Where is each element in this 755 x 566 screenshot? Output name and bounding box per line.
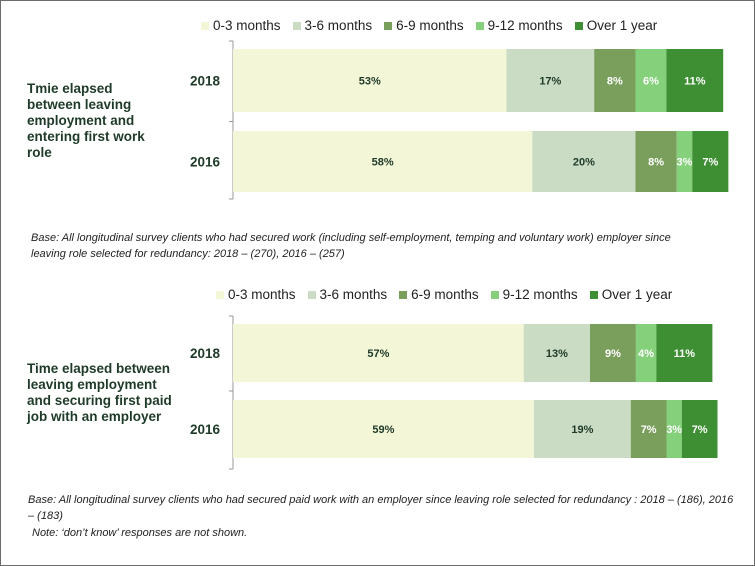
bar-0-3-months-2018 bbox=[233, 49, 507, 112]
data-label-6-9-months-2016: 7% bbox=[641, 424, 657, 436]
data-label-0-3-months-2018: 53% bbox=[359, 76, 381, 88]
bar-3-6-months-2016 bbox=[532, 131, 636, 192]
data-label-9-12-months-2018: 6% bbox=[643, 76, 659, 88]
data-label-over-1-year-2016: 7% bbox=[702, 157, 718, 169]
bar-6-9-months-2016 bbox=[630, 400, 667, 458]
legend-item-9-12-months: 9-12 months bbox=[475, 18, 563, 33]
legend-label: 0-3 months bbox=[228, 287, 296, 302]
legend-item-6-9-months: 6-9 months bbox=[399, 287, 479, 302]
stacked-bar-chart-2: 2018 57% 13% 9% 4% 11% 2016 59% 19% 7% 3% 7% bbox=[190, 315, 718, 470]
legend-item-6-9-months: 6-9 months bbox=[384, 18, 464, 33]
bar-9-12-months-2018 bbox=[635, 324, 657, 382]
panel-2-base-note: Base: All longitudinal survey clients wh… bbox=[28, 494, 734, 522]
legend-label: Over 1 year bbox=[586, 18, 658, 33]
legend-swatch bbox=[384, 21, 393, 30]
legend-swatch bbox=[589, 290, 598, 299]
legend-label: Over 1 year bbox=[601, 287, 673, 302]
data-label-3-6-months-2016: 20% bbox=[573, 157, 595, 169]
bar-over-1-year-2016 bbox=[692, 131, 729, 192]
legend-item-over-1-year: Over 1 year bbox=[589, 287, 673, 302]
legend-label: 6-9 months bbox=[411, 287, 479, 302]
category-label-2018: 2018 bbox=[190, 346, 221, 361]
data-label-3-6-months-2016: 19% bbox=[571, 424, 593, 436]
data-label-9-12-months-2018: 4% bbox=[638, 348, 654, 360]
legend-item-0-3-months: 0-3 months bbox=[216, 287, 296, 302]
legend-swatch bbox=[574, 21, 583, 30]
data-label-6-9-months-2016: 8% bbox=[648, 157, 664, 169]
bar-0-3-months-2016 bbox=[233, 400, 534, 458]
data-label-over-1-year-2016: 7% bbox=[692, 424, 708, 436]
bar-6-9-months-2016 bbox=[635, 131, 677, 192]
bar-6-9-months-2018 bbox=[594, 49, 636, 112]
category-label-2016: 2016 bbox=[190, 422, 221, 437]
legend-swatch bbox=[475, 21, 484, 30]
legend-swatch bbox=[307, 290, 316, 299]
bar-9-12-months-2018 bbox=[635, 49, 667, 112]
bar-9-12-months-2016 bbox=[666, 400, 682, 458]
bar-9-12-months-2016 bbox=[676, 131, 693, 192]
legend-label: 3-6 months bbox=[319, 287, 388, 302]
legend-swatch bbox=[490, 290, 499, 299]
legend-label: 3-6 months bbox=[304, 18, 373, 33]
panel-2-title: Time elapsed between leaving employment … bbox=[27, 361, 172, 424]
bar-0-3-months-2016 bbox=[233, 131, 533, 192]
legend-item-3-6-months: 3-6 months bbox=[307, 287, 388, 302]
legend-label: 6-9 months bbox=[396, 18, 464, 33]
data-label-0-3-months-2018: 57% bbox=[367, 348, 389, 360]
legend-swatch bbox=[201, 21, 209, 30]
bar-3-6-months-2018 bbox=[523, 324, 590, 382]
bar-over-1-year-2016 bbox=[681, 400, 718, 458]
legend-label: 9-12 months bbox=[487, 18, 563, 33]
data-label-over-1-year-2018: 11% bbox=[674, 348, 696, 360]
panel-1-base-note: Base: All longitudinal survey clients wh… bbox=[31, 232, 671, 260]
panel-2-note: Note: ‘don’t know’ responses are not sho… bbox=[32, 527, 248, 539]
data-label-over-1-year-2018: 11% bbox=[684, 76, 706, 88]
bar-over-1-year-2018 bbox=[656, 324, 713, 382]
data-label-3-6-months-2018: 17% bbox=[539, 76, 561, 88]
legend-item-9-12-months: 9-12 months bbox=[490, 287, 578, 302]
legend-item-over-1-year: Over 1 year bbox=[574, 18, 658, 33]
bar-3-6-months-2016 bbox=[533, 400, 631, 458]
bar-over-1-year-2018 bbox=[666, 49, 724, 112]
panel-1-title: Tmie elapsed between leaving employment … bbox=[27, 81, 145, 160]
legend-panel-2: 0-3 months 3-6 months 6-9 months 9-12 month… bbox=[216, 287, 684, 302]
bar-3-6-months-2018 bbox=[506, 49, 595, 112]
legend-item-3-6-months: 3-6 months bbox=[292, 18, 373, 33]
data-label-0-3-months-2016: 58% bbox=[372, 157, 394, 169]
bar-0-3-months-2018 bbox=[233, 324, 524, 382]
legend-swatch bbox=[292, 21, 301, 30]
legend-swatch bbox=[216, 290, 224, 299]
category-label-2018: 2018 bbox=[190, 74, 221, 89]
legend-swatch bbox=[399, 290, 408, 299]
legend-label: 9-12 months bbox=[502, 287, 578, 302]
data-label-6-9-months-2018: 9% bbox=[605, 348, 621, 360]
bar-6-9-months-2018 bbox=[590, 324, 636, 382]
stacked-bar-chart-1: 2018 53% 17% 8% 6% 11% 2016 58% 20% 8% 3% 7% bbox=[190, 40, 729, 200]
legend-panel-1: 0-3 months 3-6 months 6-9 months 9-12 month… bbox=[201, 18, 669, 33]
data-label-9-12-months-2016: 3% bbox=[677, 157, 693, 169]
data-label-6-9-months-2018: 8% bbox=[607, 76, 623, 88]
legend-item-0-3-months: 0-3 months bbox=[201, 18, 281, 33]
data-label-0-3-months-2016: 59% bbox=[372, 424, 394, 436]
legend-label: 0-3 months bbox=[213, 18, 281, 33]
data-label-3-6-months-2018: 13% bbox=[546, 348, 568, 360]
data-label-9-12-months-2016: 3% bbox=[666, 424, 682, 436]
category-label-2016: 2016 bbox=[190, 155, 221, 170]
